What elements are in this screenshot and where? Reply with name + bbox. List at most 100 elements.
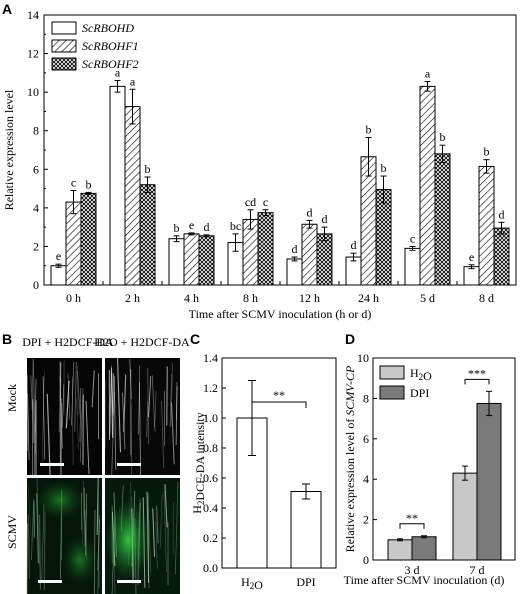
x-tick-label: 5 d [420, 291, 435, 305]
y-tick-label: 0.6 [203, 471, 218, 485]
y-axis-title: H2DCF-DA intensity [190, 412, 207, 514]
bar [387, 539, 413, 561]
legend-swatch [51, 57, 77, 71]
y-tick-label: 0.8 [203, 441, 218, 455]
significance-letter: e [469, 250, 474, 264]
significance-letter: d [307, 205, 313, 219]
bar [50, 265, 67, 286]
x-tick-label: 0 h [66, 291, 81, 305]
y-tick-label: 0.2 [203, 531, 218, 545]
y-tick-label: 0 [363, 553, 369, 567]
significance-letter: b [366, 122, 372, 136]
y-tick-label: 1.4 [203, 351, 218, 365]
chart-a: 0 2 4 6 8 10 12 14 Relative expression level Time… [2, 8, 517, 321]
significance-letter: a [130, 74, 136, 88]
y-tick-label: 1.2 [203, 381, 218, 395]
significance-letter: e [189, 218, 194, 232]
scale-bar [38, 580, 62, 583]
legend-label: ScRBOHF2 [82, 57, 139, 71]
bar [124, 106, 141, 286]
significance-letter: b [174, 221, 180, 235]
plot-frame [221, 357, 337, 569]
legend-swatch [379, 385, 405, 400]
significance-bracket [464, 378, 490, 385]
bar [168, 238, 185, 286]
legend-label: ScRBOHF1 [82, 39, 139, 53]
x-tick-label: 2 h [125, 291, 140, 305]
plot-frame [372, 357, 516, 561]
significance-label: ** [273, 388, 285, 402]
significance-letter: cd [245, 195, 256, 209]
row-label-mock: Mock [5, 384, 19, 412]
bar [404, 247, 421, 286]
significance-letter: d [351, 238, 357, 252]
bar [109, 85, 126, 286]
significance-letter: bc [230, 219, 241, 233]
y-tick-label: 6 [33, 162, 39, 176]
x-axis-title: Time after SCMV inoculation (h or d) [189, 307, 372, 321]
y-tick-label: 8 [33, 124, 39, 138]
y-axis-title: Relative expression level of SCMV-CP [343, 365, 357, 552]
y-tick-label: 0.0 [203, 561, 218, 575]
bar [257, 212, 274, 286]
y-tick-label: 8 [363, 391, 369, 405]
bar [434, 153, 451, 286]
x-tick-label: DPI [296, 575, 315, 589]
significance-letter: c [71, 176, 76, 190]
x-tick-label: 7 d [470, 563, 485, 577]
x-tick-label: 3 d [405, 563, 420, 577]
legend-swatch [379, 365, 405, 380]
scale-bar [117, 580, 141, 583]
significance-letter: c [410, 231, 415, 245]
y-tick-label: 2 [33, 239, 39, 253]
bar [183, 233, 200, 286]
chart-c: 0.0 0.2 0.4 0.6 0.8 1.0 1.2 1.4 H2DCF-DA intensi… [190, 351, 337, 592]
x-tick-label: 8 h [243, 291, 258, 305]
y-tick-label: 0.4 [203, 501, 218, 515]
micrograph-panel: DPI + H2DCF-DA H2O + H2DCF-DA Mock SCMV [5, 335, 190, 594]
bar [139, 184, 156, 286]
scale-bar [117, 463, 141, 466]
y-tick-label: 14 [27, 8, 39, 22]
significance-letter: b [381, 161, 387, 175]
significance-letter: b [86, 177, 92, 191]
bar [301, 223, 318, 286]
bar [419, 85, 436, 286]
legend-label: H2O [410, 366, 432, 383]
bar [493, 227, 510, 286]
legend-swatch [51, 21, 77, 35]
row-label-scmv: SCMV [5, 515, 19, 549]
significance-letter: b [145, 162, 151, 176]
panel-letter-c: C [190, 331, 200, 347]
x-axis-title: Time after SCMV inoculation (d) [344, 573, 505, 587]
legend-swatch [51, 39, 77, 53]
x-tick-label: H2O [241, 575, 263, 592]
y-tick-label: 10 [27, 85, 39, 99]
significance-label: ** [406, 511, 418, 525]
significance-letter: d [292, 242, 298, 256]
column-label-h2o: H2O + H2DCF-DA [94, 335, 190, 349]
x-tick-label: 4 h [184, 291, 199, 305]
y-tick-label: 6 [363, 432, 369, 446]
significance-bracket [399, 523, 425, 529]
significance-letter: a [115, 66, 121, 80]
column-label-dpi: DPI + H2DCF-DA [22, 335, 114, 349]
significance-letter: c [263, 195, 268, 209]
significance-letter: b [484, 145, 490, 159]
x-tick-label: 8 d [479, 291, 494, 305]
bar [463, 266, 480, 286]
x-tick-label: 12 h [299, 291, 320, 305]
significance-letter: b [440, 130, 446, 144]
bar [198, 235, 215, 286]
significance-letter: a [425, 67, 431, 81]
bar [375, 189, 392, 286]
x-tick-label: 24 h [358, 291, 379, 305]
y-tick-label: 10 [357, 351, 369, 365]
scale-bar [40, 463, 64, 466]
significance-letter: d [322, 212, 328, 226]
significance-bracket [251, 401, 307, 408]
y-tick-label: 12 [27, 47, 39, 61]
bar [478, 165, 495, 286]
